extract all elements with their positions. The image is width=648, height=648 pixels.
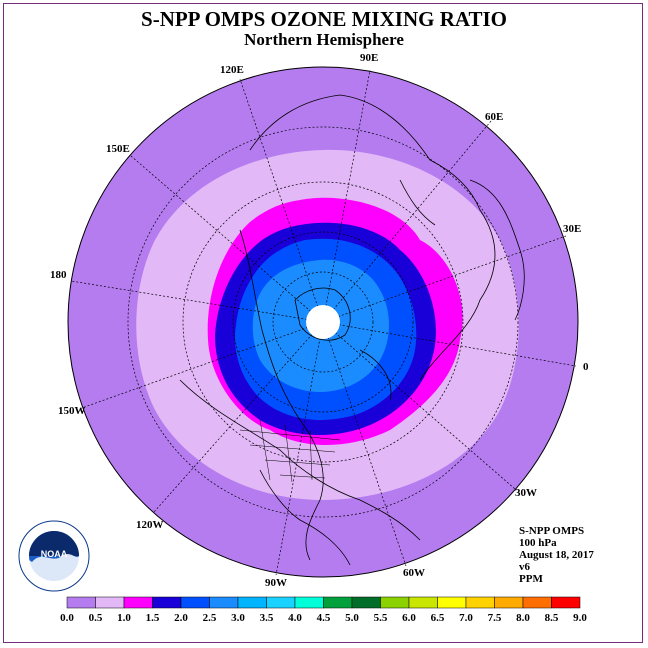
colorbar-swatch bbox=[123, 596, 153, 609]
colorbar-swatch bbox=[465, 596, 495, 609]
map-title: S-NPP OMPS OZONE MIXING RATIO bbox=[141, 7, 507, 31]
colorbar-swatch bbox=[380, 596, 410, 609]
coastlines bbox=[179, 94, 525, 566]
info-units: PPM bbox=[519, 573, 543, 585]
colorbar-swatch bbox=[266, 596, 296, 609]
graticule bbox=[70, 69, 577, 576]
colorbar-swatch bbox=[294, 596, 324, 609]
lon-label-150w: 150W bbox=[58, 405, 86, 417]
colorbar-swatch bbox=[180, 596, 210, 609]
map-frame bbox=[3, 3, 643, 643]
colorbar-swatch bbox=[95, 596, 125, 609]
colorbar-tick-label: 4.0 bbox=[288, 612, 302, 624]
colorbar-tick-label: 8.5 bbox=[545, 612, 559, 624]
lon-label-60e: 60E bbox=[485, 111, 503, 123]
lon-label-0: 0 bbox=[583, 361, 589, 373]
map-boundary bbox=[67, 66, 579, 578]
colorbar-tick-label: 0.0 bbox=[60, 612, 74, 624]
info-version: v6 bbox=[519, 561, 530, 573]
colorbar-tick-label: 4.5 bbox=[317, 612, 331, 624]
lon-label-150e: 150E bbox=[106, 143, 130, 155]
info-instrument: S-NPP OMPS bbox=[519, 525, 585, 537]
colorbar-swatch bbox=[351, 596, 381, 609]
info-pressure: 100 hPa bbox=[519, 537, 557, 549]
info-block: S-NPP OMPS 100 hPa August 18, 2017 v6 PP… bbox=[519, 525, 594, 585]
colorbar-swatch bbox=[551, 596, 581, 609]
colorbar-swatch bbox=[209, 596, 239, 609]
state-lines bbox=[239, 419, 341, 483]
svg-text:NOAA: NOAA bbox=[41, 549, 68, 559]
colorbar-tick-label: 2.5 bbox=[203, 612, 217, 624]
map-subtitle: Northern Hemisphere bbox=[244, 30, 404, 49]
lon-label-60w: 60W bbox=[403, 567, 425, 579]
lon-label-180: 180 bbox=[50, 269, 67, 281]
colorbar-tick-label: 5.5 bbox=[374, 612, 388, 624]
colorbar-tick-label: 1.0 bbox=[117, 612, 131, 624]
colorbar-tick-label: 2.0 bbox=[174, 612, 188, 624]
colorbar-tick-label: 9.0 bbox=[573, 612, 587, 624]
colorbar-swatch bbox=[522, 596, 552, 609]
colorbar-tick-label: 6.5 bbox=[431, 612, 445, 624]
lon-label-90w: 90W bbox=[265, 577, 287, 589]
noaa-logo: NOAA bbox=[18, 520, 90, 592]
lon-label-90e: 90E bbox=[360, 52, 378, 64]
lon-label-30e: 30E bbox=[563, 223, 581, 235]
colorbar-tick-label: 5.0 bbox=[345, 612, 359, 624]
colorbar-swatch bbox=[408, 596, 438, 609]
colorbar-swatch bbox=[152, 596, 182, 609]
colorbar: 0.0 0.5 1.0 1.5 2.0 2.5 3.0 3.5 4.0 4.5 5.0 5.5 6.0 6… bbox=[60, 596, 587, 624]
colorbar-swatch bbox=[437, 596, 467, 609]
lon-label-120w: 120W bbox=[136, 519, 164, 531]
colorbar-swatch bbox=[66, 596, 96, 609]
pole-hole bbox=[306, 305, 340, 339]
colorbar-tick-label: 3.0 bbox=[231, 612, 245, 624]
colorbar-swatch bbox=[323, 596, 353, 609]
lon-label-120e: 120E bbox=[220, 64, 244, 76]
lon-label-30w: 30W bbox=[515, 487, 537, 499]
colorbar-tick-label: 7.5 bbox=[488, 612, 502, 624]
colorbar-tick-label: 7.0 bbox=[459, 612, 473, 624]
colorbar-tick-label: 0.5 bbox=[89, 612, 103, 624]
colorbar-tick-label: 1.5 bbox=[146, 612, 160, 624]
colorbar-swatch bbox=[494, 596, 524, 609]
colorbar-tick-label: 6.0 bbox=[402, 612, 416, 624]
colorbar-tick-label: 8.0 bbox=[516, 612, 530, 624]
colorbar-tick-label: 3.5 bbox=[260, 612, 274, 624]
info-date: August 18, 2017 bbox=[519, 549, 594, 561]
colorbar-swatch bbox=[237, 596, 267, 609]
